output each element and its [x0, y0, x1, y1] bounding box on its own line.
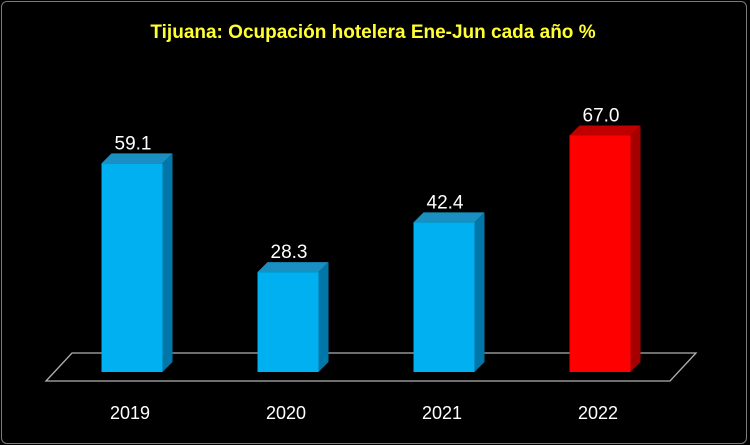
bar-side-2020 — [318, 262, 329, 372]
chart-floor — [44, 352, 698, 382]
x-tick-label-2019: 2019 — [110, 403, 150, 423]
data-label-2022: 67.0 — [583, 105, 620, 126]
bar-top-2022 — [569, 125, 641, 136]
bar-2022 — [569, 135, 631, 372]
bar-2021 — [413, 222, 475, 372]
data-label-2020: 28.3 — [271, 242, 308, 263]
x-tick-label-2022: 2022 — [578, 403, 618, 423]
data-label-2019: 59.1 — [115, 133, 152, 154]
bar-2020 — [257, 272, 319, 372]
bar-top-2019 — [101, 153, 173, 164]
x-tick-label-2021: 2021 — [422, 403, 462, 423]
x-tick-label-2020: 2020 — [266, 403, 306, 423]
bar-2019 — [101, 163, 163, 372]
bar-side-2019 — [162, 153, 173, 372]
bar-side-2021 — [474, 212, 485, 372]
bar-top-2021 — [413, 212, 485, 223]
chart-title: Tijuana: Ocupación hotelera Ene-Jun cada… — [150, 22, 596, 43]
bar-side-2022 — [630, 125, 641, 373]
bar-top-2020 — [257, 262, 329, 273]
data-label-2021: 42.4 — [427, 192, 464, 213]
